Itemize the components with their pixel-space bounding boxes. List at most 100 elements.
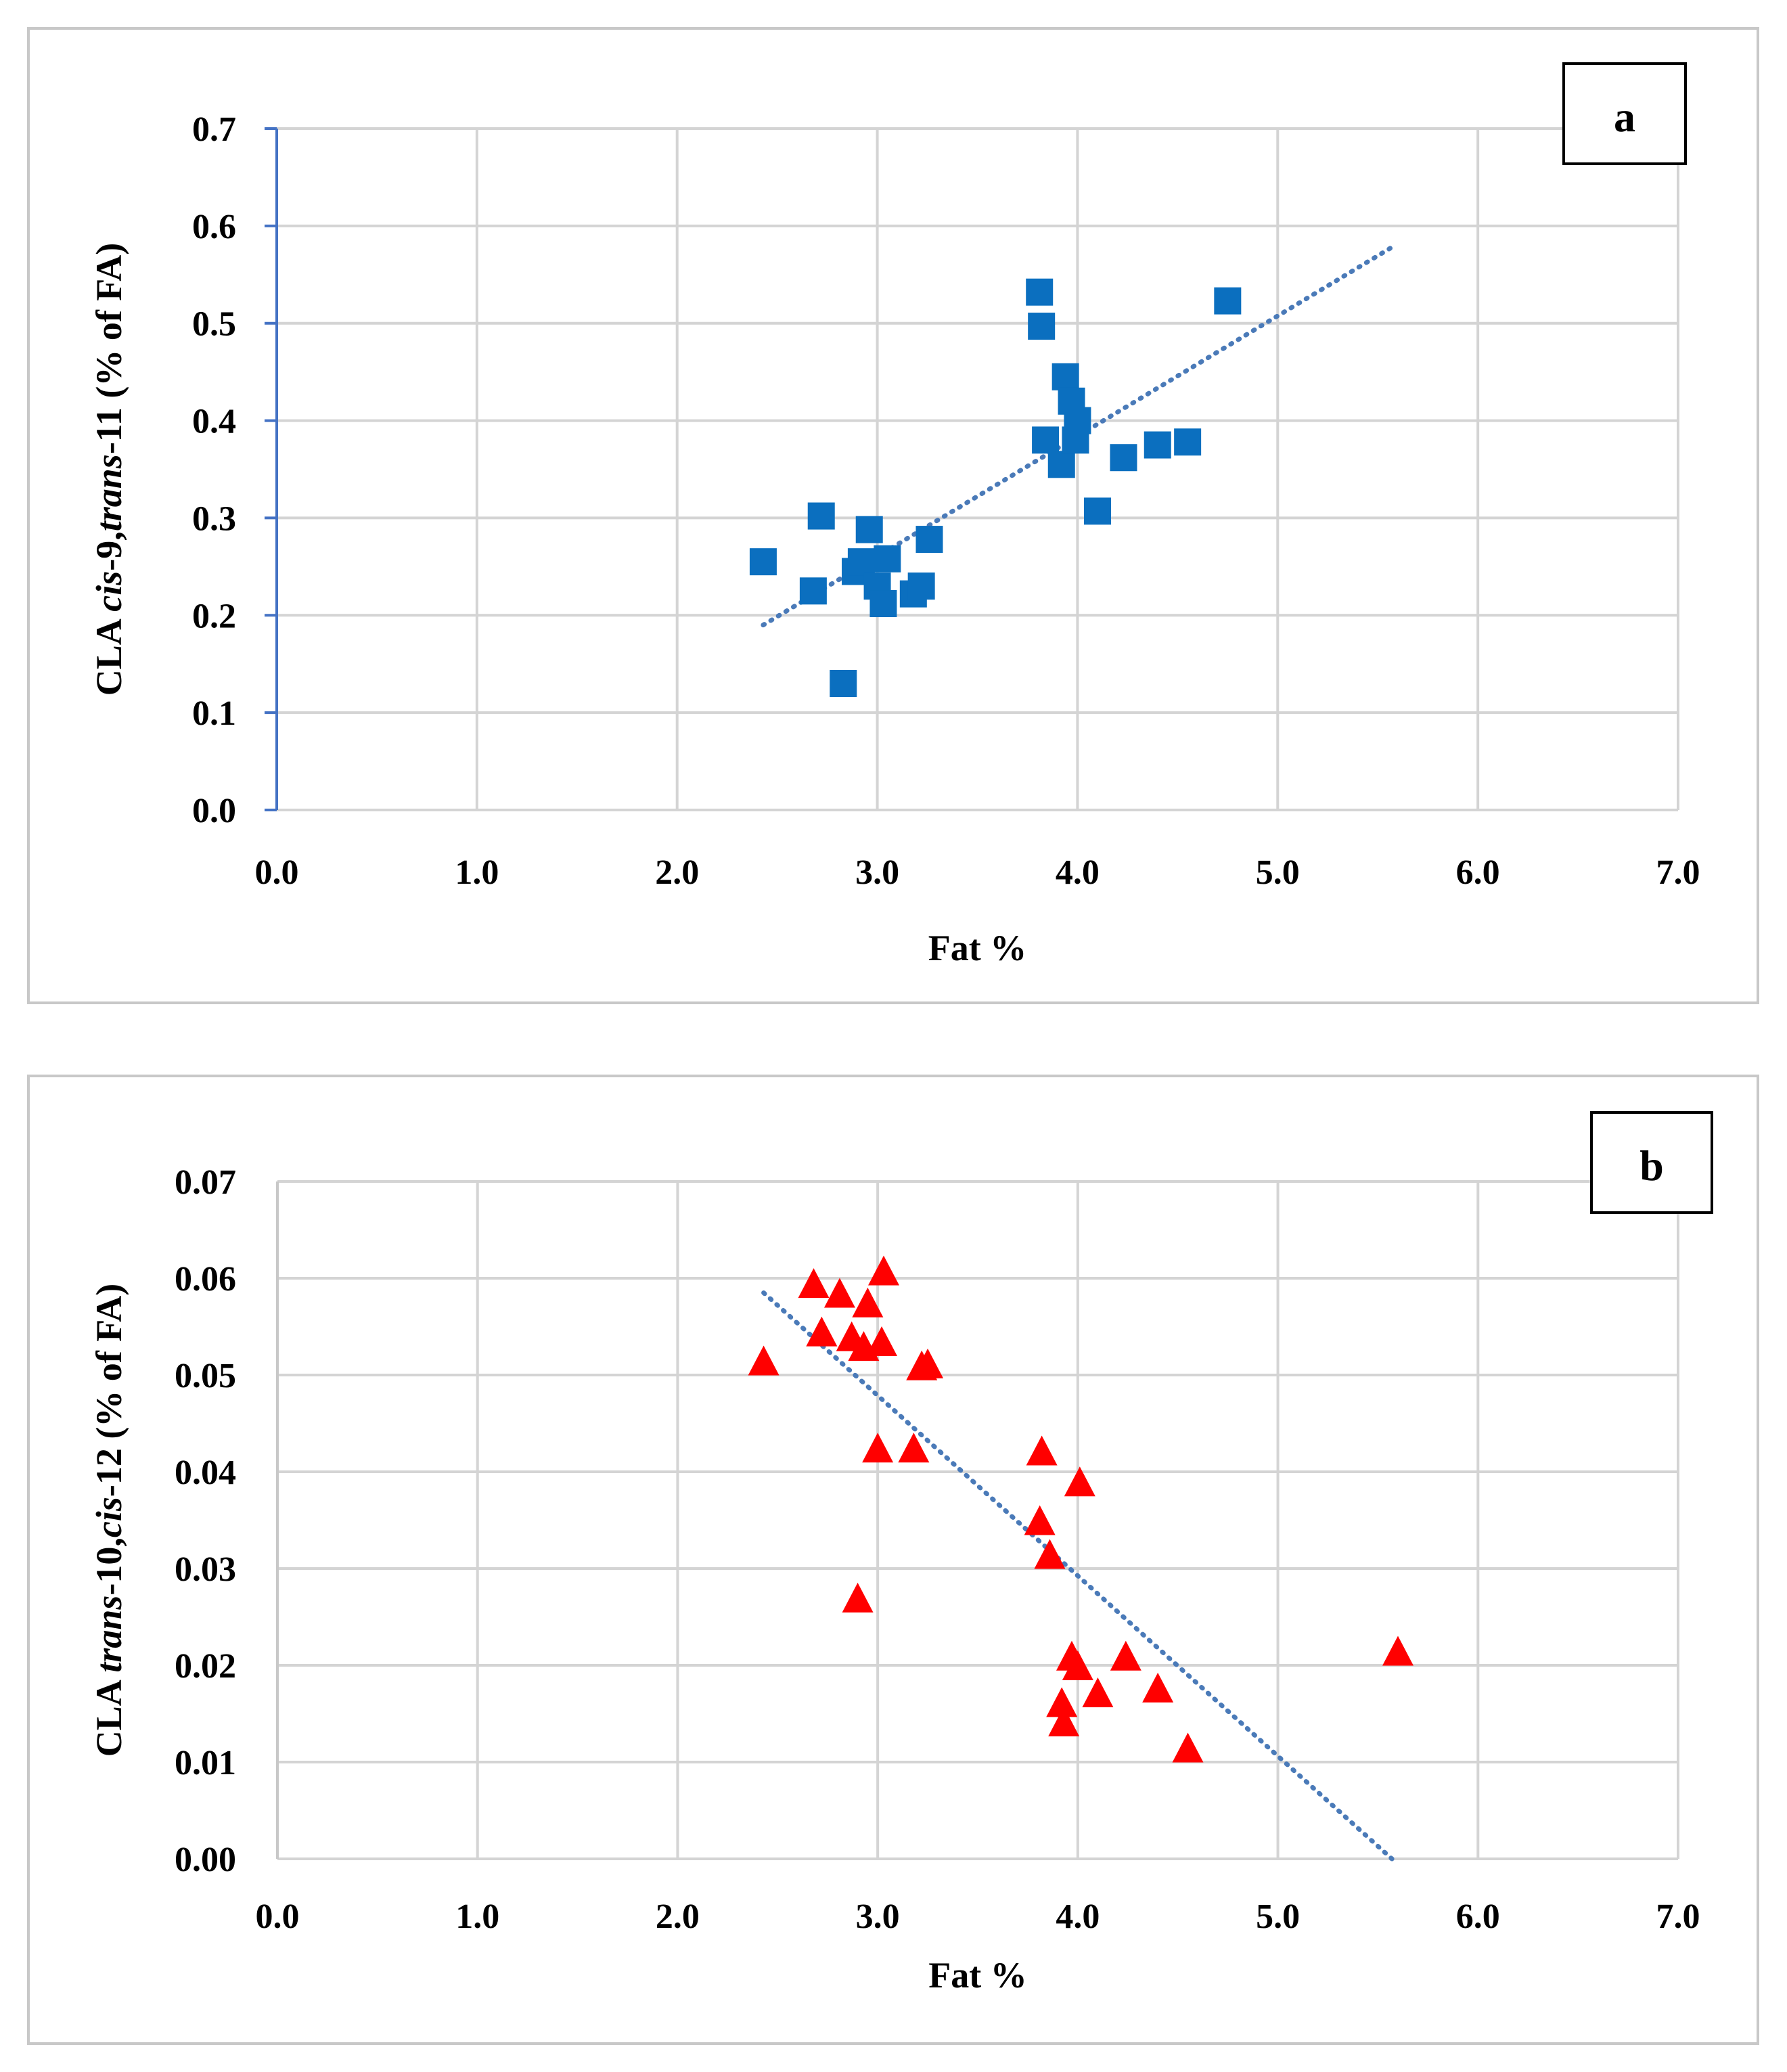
y-tick-label: 0.7 <box>192 110 236 149</box>
data-point-triangle <box>1048 1706 1080 1736</box>
data-point-square <box>1144 431 1171 459</box>
gridlines <box>275 127 1679 811</box>
gridlines <box>276 1180 1679 1860</box>
y-tick-label: 0.0 <box>192 792 236 830</box>
x-axis-label: Fat % <box>928 1955 1026 1996</box>
panel-b: 0.0 1.0 2.0 3.0 4.0 5.0 6.0 7.0 0.00 0.01 0.02 0.03… <box>27 1075 1759 2045</box>
chart-a: 0.0 1.0 2.0 3.0 4.0 5.0 6.0 7.0 0.0 0.1 0.2 0.3 0.4 0… <box>89 62 1700 968</box>
data-point-square <box>1064 407 1091 434</box>
data-point-square <box>799 577 827 605</box>
x-tick-label: 4.0 <box>1056 1897 1100 1936</box>
y-axis-label-part: CLA <box>89 1673 129 1757</box>
x-tick-label: 5.0 <box>1256 1897 1300 1936</box>
data-point-square <box>830 669 857 697</box>
y-tick-label: 0.07 <box>175 1163 236 1202</box>
y-tick-label: 0.02 <box>175 1647 236 1686</box>
x-tick-label: 1.0 <box>455 1897 499 1936</box>
data-point-square <box>1026 278 1054 306</box>
chart-b: 0.0 1.0 2.0 3.0 4.0 5.0 6.0 7.0 0.00 0.01 0.02 0.03… <box>89 1111 1713 1996</box>
data-point-triangle <box>798 1268 830 1299</box>
y-axis-label: CLA cis-9,trans-11 (% of FA) <box>89 243 129 696</box>
data-point-square <box>1084 497 1112 525</box>
data-point-triangle <box>1110 1640 1141 1671</box>
data-point-triangle <box>1026 1435 1058 1466</box>
y-tick-label: 0.2 <box>192 597 236 635</box>
data-point-triangle <box>1046 1687 1078 1717</box>
data-point-triangle <box>1382 1636 1413 1666</box>
x-tick-label: 0.0 <box>255 853 299 892</box>
y-tick-label: 0.3 <box>192 499 236 538</box>
x-tick-label: 2.0 <box>655 853 699 892</box>
data-point-triangle <box>806 1316 838 1347</box>
y-axis-label-part: -9, <box>89 531 129 570</box>
x-tick-label: 4.0 <box>1056 853 1100 892</box>
y-axis-label-part: cis <box>89 1497 129 1537</box>
data-point-square <box>1110 444 1137 472</box>
y-tick-label: 0.01 <box>175 1744 236 1782</box>
y-tick-label: 0.03 <box>175 1550 236 1589</box>
y-axis-label: CLA trans-10,cis-12 (% of FA) <box>89 1284 129 1757</box>
data-point-square <box>807 502 835 530</box>
x-tick-label: 3.0 <box>856 1897 900 1936</box>
x-tick-label: 0.0 <box>256 1897 300 1936</box>
data-point-square <box>907 572 935 600</box>
y-axis-label-part: CLA <box>89 612 129 696</box>
data-point-triangle <box>862 1433 894 1463</box>
data-point-square <box>855 516 883 543</box>
data-point-triangle <box>823 1278 855 1308</box>
y-axis-label-part: trans <box>89 1596 129 1673</box>
panel-label: b <box>1639 1142 1664 1190</box>
panel-label: a <box>1614 93 1635 141</box>
data-point-triangle <box>1142 1672 1174 1703</box>
trendline <box>761 1290 1395 1862</box>
y-tick-label: 0.4 <box>192 403 236 441</box>
panel-a: 0.0 1.0 2.0 3.0 4.0 5.0 6.0 7.0 0.0 0.1 0.2 0.3 0.4 0… <box>27 27 1759 1004</box>
panel-label-box <box>1590 1111 1713 1214</box>
data-point-triangle <box>868 1255 900 1286</box>
y-axis-label-part: cis <box>89 571 129 612</box>
data-point-triangle <box>1172 1732 1204 1763</box>
data-point-triangle <box>748 1345 779 1376</box>
data-point-square <box>1047 451 1075 478</box>
data-points <box>749 278 1242 697</box>
y-axis-label-part: -11 (% of FA) <box>89 243 129 454</box>
data-point-square <box>869 590 897 618</box>
y-tick-label: 0.05 <box>175 1357 236 1395</box>
data-point-triangle <box>1062 1650 1093 1680</box>
x-tick-label: 7.0 <box>1656 1897 1700 1936</box>
data-point-square <box>1051 363 1079 390</box>
y-axis-label-part: -10, <box>89 1537 129 1595</box>
x-axis-label: Fat % <box>928 928 1026 968</box>
x-tick-label: 6.0 <box>1456 853 1500 892</box>
y-tick-label: 0.6 <box>192 208 236 246</box>
data-point-square <box>749 548 777 576</box>
y-axis-label-part: -12 (% of FA) <box>89 1284 129 1497</box>
data-point-triangle <box>912 1348 944 1378</box>
data-points <box>748 1255 1413 1763</box>
data-point-square <box>874 545 901 572</box>
y-tick-label: 0.1 <box>192 694 236 733</box>
data-point-triangle <box>1082 1677 1114 1708</box>
data-point-square <box>1028 313 1056 340</box>
data-point-triangle <box>1024 1505 1056 1535</box>
data-point-square <box>847 548 875 576</box>
data-point-triangle <box>842 1582 874 1613</box>
data-point-square <box>1214 287 1242 315</box>
data-point-triangle <box>1064 1466 1095 1497</box>
y-axis-label-part: trans <box>89 454 129 531</box>
x-tick-label: 7.0 <box>1656 853 1700 892</box>
x-tick-label: 5.0 <box>1256 853 1300 892</box>
data-point-triangle <box>866 1326 898 1356</box>
data-point-triangle <box>1034 1539 1066 1569</box>
data-point-square <box>1174 428 1202 456</box>
data-point-square <box>1032 426 1060 454</box>
y-tick-label: 0.5 <box>192 305 236 344</box>
x-tick-label: 6.0 <box>1456 1897 1500 1936</box>
y-tick-label: 0.04 <box>175 1454 236 1492</box>
y-tick-label: 0.00 <box>175 1841 236 1879</box>
x-tick-label: 3.0 <box>855 853 899 892</box>
data-point-square <box>915 526 943 554</box>
x-tick-label: 2.0 <box>656 1897 700 1936</box>
data-point-triangle <box>898 1433 930 1463</box>
panel-label-box <box>1562 62 1687 165</box>
